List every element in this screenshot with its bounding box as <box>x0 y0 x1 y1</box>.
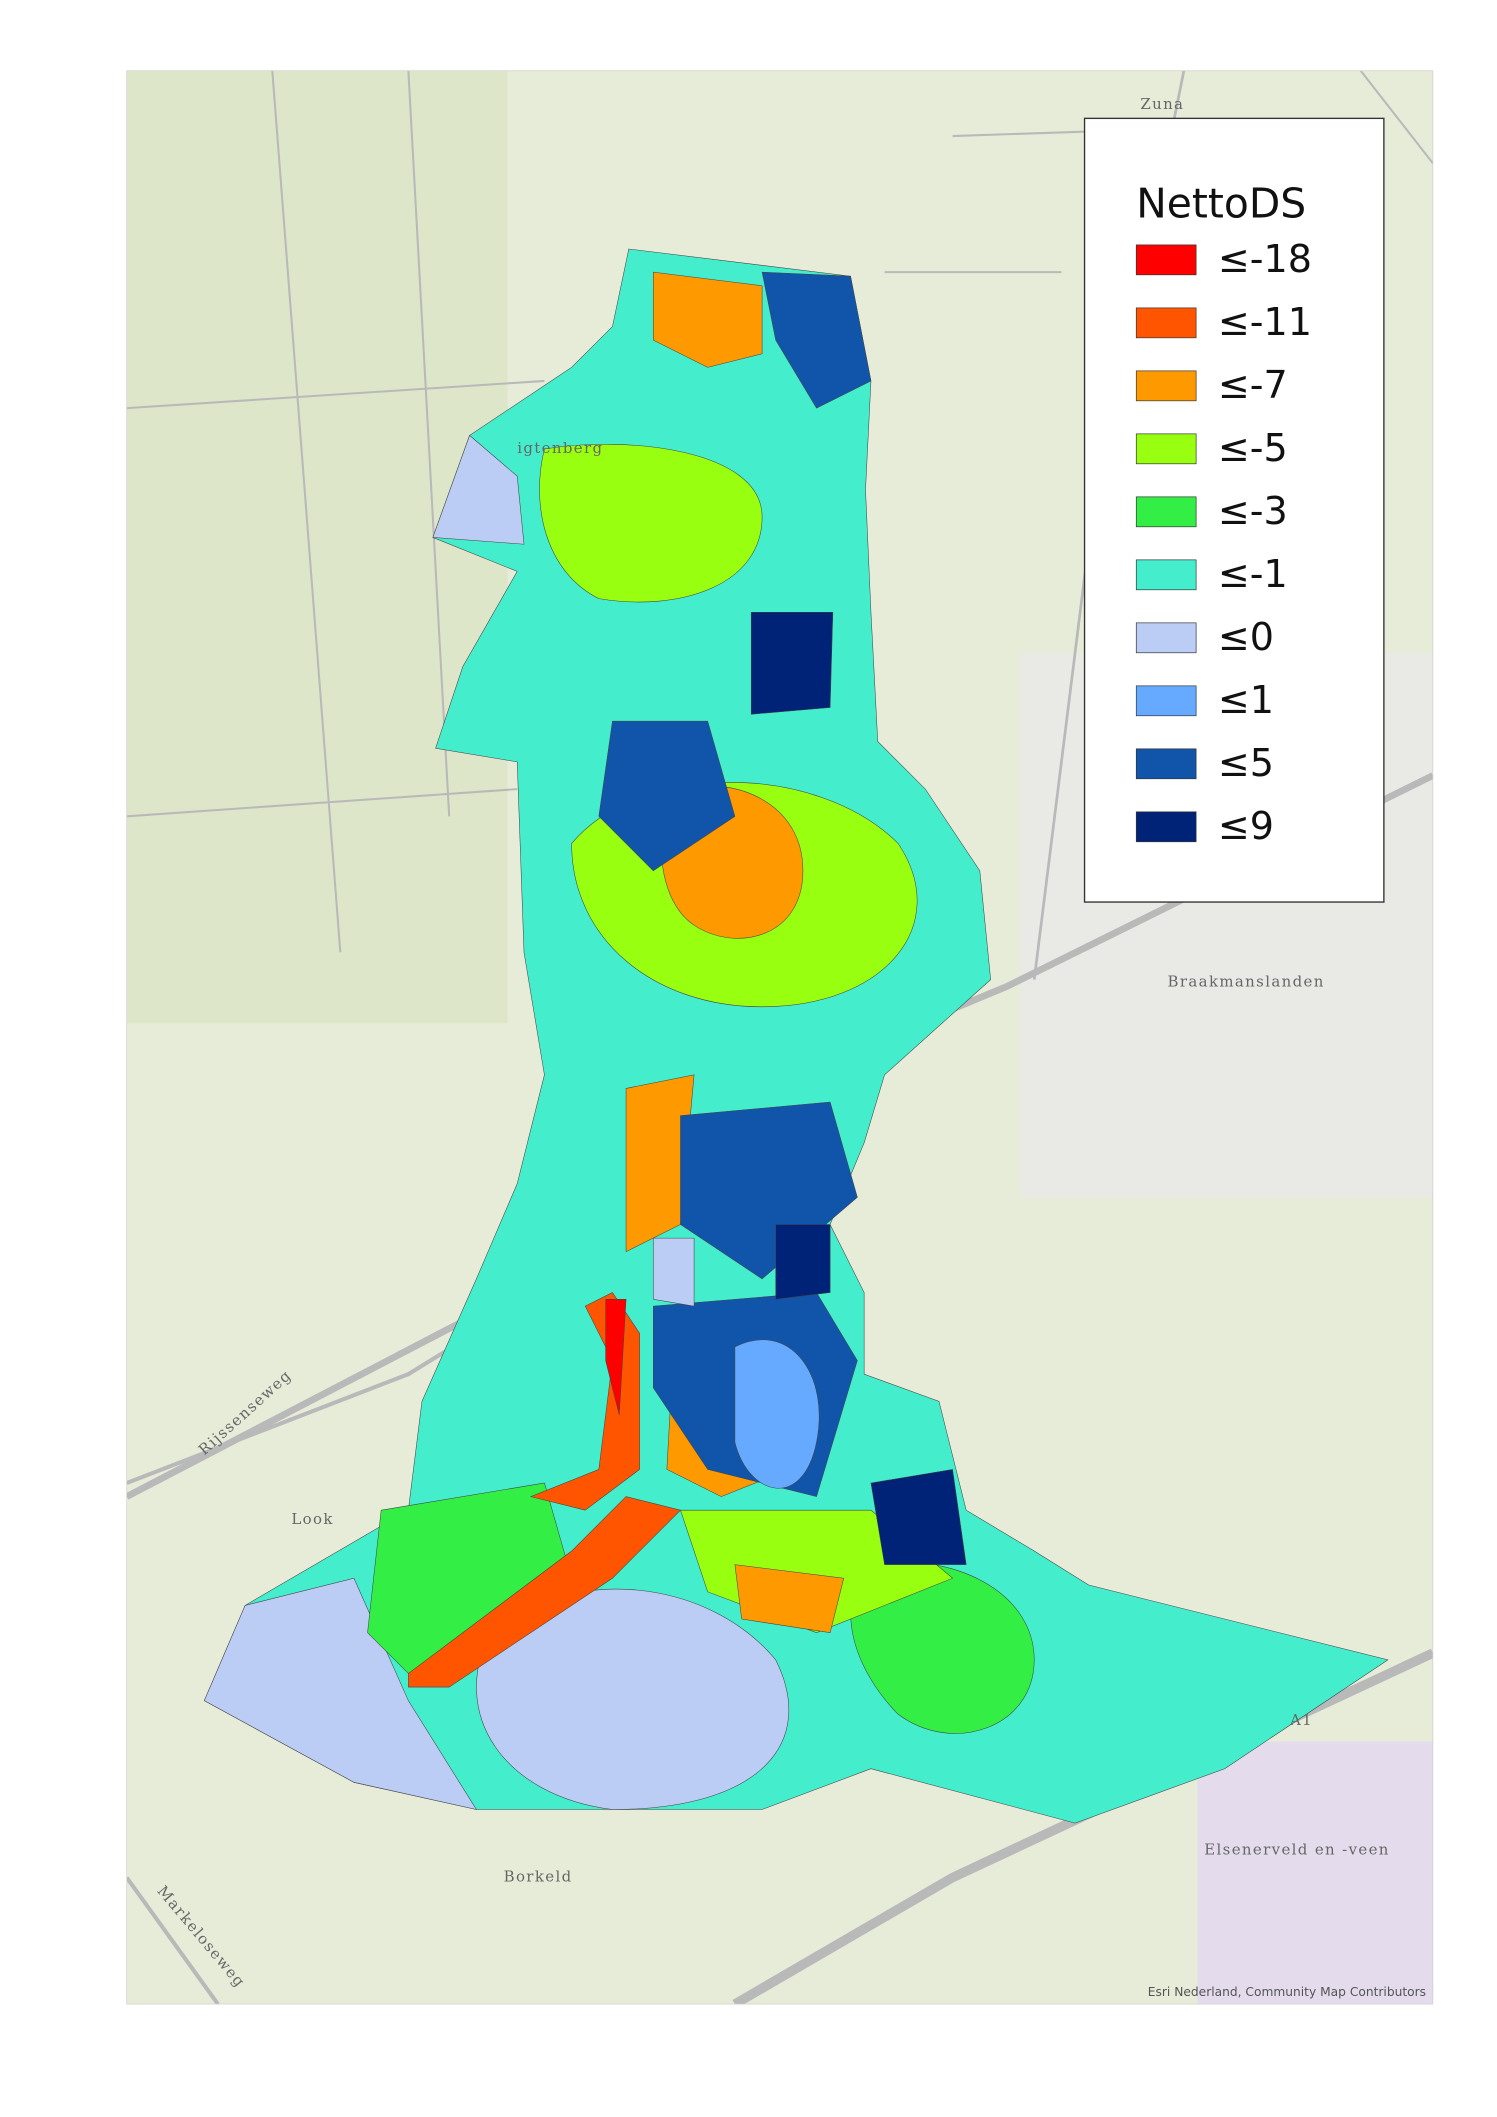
map-zone <box>652 271 763 368</box>
legend: NettoDS ≤-18 ≤-11 ≤-7 ≤-5 ≤-3 ≤-1 ≤0 ≤1 ≤5 ≤9 <box>1083 117 1385 903</box>
legend-label: ≤-5 <box>1218 426 1288 470</box>
road <box>126 1876 220 2005</box>
place-label: Elsenerveld en -veen <box>1204 1840 1390 1858</box>
legend-label: ≤-18 <box>1218 237 1312 281</box>
map-zone <box>598 720 736 872</box>
legend-swatch <box>1135 559 1197 591</box>
legend-swatch <box>1135 433 1197 465</box>
legend-label: ≤9 <box>1218 804 1274 848</box>
map-zone <box>734 1339 820 1489</box>
legend-label: ≤-7 <box>1218 363 1288 407</box>
legend-label: ≤0 <box>1218 615 1274 659</box>
map-zone <box>203 248 1389 1824</box>
place-label: Braakmanslanden <box>1168 972 1325 990</box>
map-frame <box>126 70 1434 2005</box>
road-label: A1 <box>1289 1711 1313 1729</box>
terrain <box>1197 1741 1433 2005</box>
legend-swatch <box>1135 244 1197 276</box>
legend-label: ≤1 <box>1218 678 1274 722</box>
map-zone <box>476 1588 790 1810</box>
map-zone <box>870 1469 967 1565</box>
place-label: Borkeld <box>504 1868 573 1886</box>
legend-swatch <box>1135 622 1197 654</box>
legend-label: ≤5 <box>1218 741 1274 785</box>
legend-box <box>1083 117 1385 903</box>
legend-label: ≤-3 <box>1218 489 1288 533</box>
legend-swatch <box>1135 370 1197 402</box>
map-zone <box>203 1577 477 1810</box>
terrain <box>126 70 508 1024</box>
legend-label: ≤-1 <box>1218 552 1288 596</box>
legend-swatch <box>1135 496 1197 528</box>
legend-swatch <box>1135 811 1197 843</box>
place-label: igtenberg <box>517 439 603 457</box>
map-zone <box>652 1237 695 1307</box>
map-zone <box>734 1564 845 1633</box>
map-zone <box>761 271 872 409</box>
place-label: Look <box>291 1510 333 1528</box>
map-zone <box>750 611 834 715</box>
legend-label: ≤-11 <box>1218 300 1312 344</box>
legend-swatch <box>1135 307 1197 339</box>
map-zone <box>775 1224 831 1300</box>
legend-swatch <box>1135 685 1197 717</box>
map-zone <box>605 1299 627 1416</box>
attribution: Esri Nederland, Community Map Contributo… <box>1148 1985 1426 1999</box>
study-area <box>203 248 1389 1824</box>
map-zone <box>850 1561 1035 1734</box>
map-zone <box>432 434 525 545</box>
map-zone <box>408 1496 682 1688</box>
map-zone <box>539 443 763 603</box>
legend-swatch <box>1135 748 1197 780</box>
place-label: Zuna <box>1140 95 1184 113</box>
legend-title: NettoDS <box>1136 180 1306 228</box>
